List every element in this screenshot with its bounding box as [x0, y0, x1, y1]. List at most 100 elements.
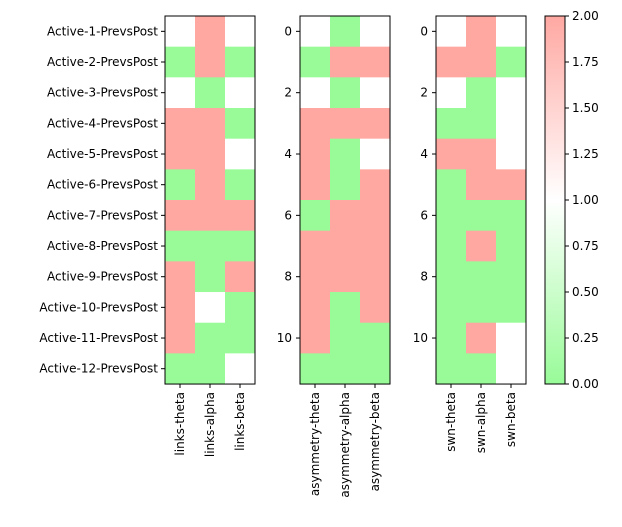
colorbar-tick-label: 0.25: [572, 331, 599, 345]
heatmap-cell: [330, 169, 361, 201]
heatmap-cell: [225, 108, 256, 140]
heatmap-cell: [466, 261, 497, 293]
y-tick-label: Active-5-PrevsPost: [47, 147, 158, 161]
heatmap-cell: [195, 292, 226, 324]
heatmap-links: Active-1-PrevsPost Active-2-PrevsPost Acti…: [39, 15, 256, 457]
heatmap-cell: [360, 46, 391, 78]
heatmap-cell: [225, 138, 256, 170]
heatmap-cell: [330, 138, 361, 170]
y-tick-label: 2: [420, 86, 428, 100]
heatmap-cell: [330, 46, 361, 78]
heatmap-cell: [496, 261, 527, 293]
heatmap-cell: [300, 108, 331, 140]
heatmap-cell: [195, 16, 226, 48]
heatmap-cell: [466, 169, 497, 201]
heatmap-cell: [466, 322, 497, 354]
colorbar-gradient: [545, 16, 565, 384]
heatmap-cell: [225, 230, 256, 262]
heatmap-cell: [360, 353, 391, 385]
heatmap-cell: [466, 108, 497, 140]
heatmap-cell: [165, 292, 196, 324]
heatmap-cell: [165, 322, 196, 354]
heatmap-cell: [300, 169, 331, 201]
y-tick-label: 10: [277, 331, 292, 345]
heatmap-cell: [360, 200, 391, 232]
heatmap-cell: [436, 230, 467, 262]
colorbar-tick-label: 1.25: [572, 147, 599, 161]
heatmap-asymmetry: 0 2 4 6 8 10 asymmetry-theta asymmetry-alpha asy…: [277, 15, 391, 498]
y-tick-label: 10: [413, 331, 428, 345]
heatmap-cell: [436, 138, 467, 170]
heatmap-cell: [330, 353, 361, 385]
heatmap-cell: [360, 77, 391, 109]
heatmap-cell: [496, 138, 527, 170]
heatmap-cell: [300, 138, 331, 170]
y-tick-label: Active-9-PrevsPost: [47, 270, 158, 284]
colorbar-tick-label: 0.75: [572, 239, 599, 253]
heatmap-cell: [300, 353, 331, 385]
heatmap-cell: [360, 138, 391, 170]
heatmap-cell: [330, 261, 361, 293]
heatmap-cell: [330, 108, 361, 140]
heatmap-cell: [165, 16, 196, 48]
x-tick-label: links-theta: [173, 392, 187, 456]
heatmap-cell: [496, 16, 527, 48]
heatmap-cell: [225, 261, 256, 293]
heatmap-cell: [436, 46, 467, 78]
heatmap-cell: [165, 353, 196, 385]
heatmap-cell: [300, 77, 331, 109]
y-tick-label: 6: [284, 208, 292, 222]
heatmap-cell: [360, 261, 391, 293]
y-tick-label: Active-10-PrevsPost: [39, 300, 158, 314]
heatmap-cell: [466, 230, 497, 262]
y-tick-label: Active-3-PrevsPost: [47, 86, 158, 100]
heatmap-cell: [225, 200, 256, 232]
heatmap-cell: [496, 230, 527, 262]
y-tick-label: Active-4-PrevsPost: [47, 116, 158, 130]
y-tick-label: 0: [420, 24, 428, 38]
heatmap-cell: [225, 46, 256, 78]
y-tick-label: 8: [284, 270, 292, 284]
heatmap-cell: [225, 292, 256, 324]
heatmap-cell: [195, 230, 226, 262]
heatmap-cell: [436, 353, 467, 385]
colorbar: 0.00 0.25 0.50 0.75 1.00 1.25 1.50 1.75 2.00: [544, 9, 599, 391]
x-tick-label: asymmetry-alpha: [338, 392, 352, 498]
heatmap-cell: [195, 169, 226, 201]
heatmap-cell: [466, 46, 497, 78]
colorbar-tick-label: 0.50: [572, 285, 599, 299]
x-tick-label: swn-theta: [444, 392, 458, 452]
colorbar-tick-label: 1.50: [572, 101, 599, 115]
y-tick-label: Active-2-PrevsPost: [47, 55, 158, 69]
heatmap-cell: [496, 108, 527, 140]
x-tick-label: asymmetry-beta: [368, 392, 382, 491]
heatmap-cell: [165, 108, 196, 140]
heatmap-cell: [360, 169, 391, 201]
x-tick-label: links-beta: [233, 392, 247, 451]
heatmap-cell: [496, 322, 527, 354]
heatmap-cell: [165, 46, 196, 78]
heatmap-cell: [300, 230, 331, 262]
heatmap-cell: [165, 138, 196, 170]
heatmap-cell: [436, 200, 467, 232]
heatmap-cell: [195, 200, 226, 232]
heatmap-cell: [195, 77, 226, 109]
heatmap-cell: [165, 230, 196, 262]
y-tick-label: Active-8-PrevsPost: [47, 239, 158, 253]
heatmap-cell: [436, 16, 467, 48]
heatmap-cell: [330, 292, 361, 324]
heatmap-cell: [165, 200, 196, 232]
heatmap-cell: [436, 322, 467, 354]
heatmap-cell: [496, 353, 527, 385]
heatmap-cell: [496, 77, 527, 109]
heatmap-cell: [360, 108, 391, 140]
heatmap-cell: [300, 322, 331, 354]
heatmap-cell: [225, 322, 256, 354]
colorbar-tick-label: 0.00: [572, 377, 599, 391]
heatmap-cell: [300, 16, 331, 48]
heatmap-cell: [225, 77, 256, 109]
y-tick-label: Active-1-PrevsPost: [47, 24, 158, 38]
y-tick-label: Active-6-PrevsPost: [47, 178, 158, 192]
colorbar-tick-label: 2.00: [572, 9, 599, 23]
heatmap-swn: 0 2 4 6 8 10 swn-theta swn-alpha swn-beta: [413, 15, 527, 453]
